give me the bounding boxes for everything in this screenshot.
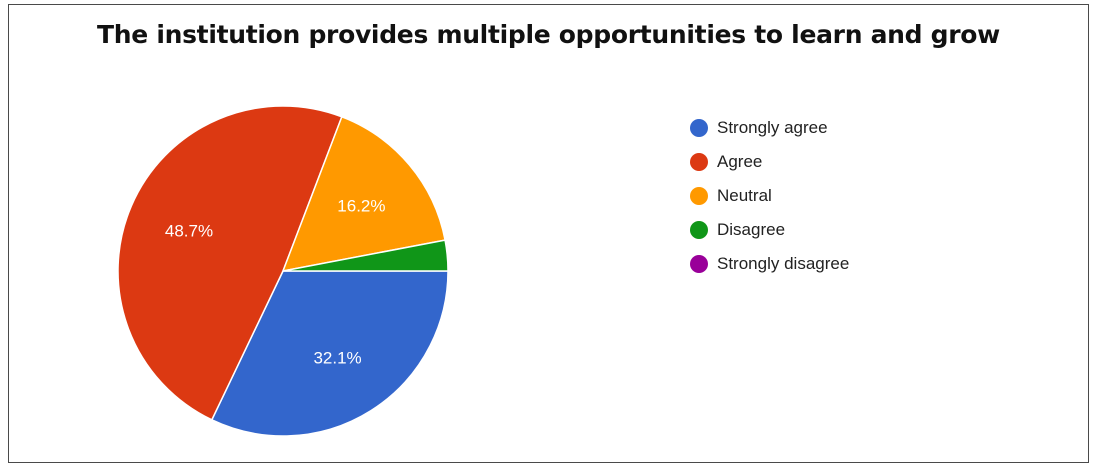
- legend-item-disagree: Disagree: [690, 213, 849, 247]
- legend-item-agree: Agree: [690, 145, 849, 179]
- legend-item-strongly-disagree: Strongly disagree: [690, 247, 849, 281]
- legend-item-strongly-agree: Strongly agree: [690, 111, 849, 145]
- pie-slice-label: 48.7%: [165, 222, 213, 241]
- chart-legend: Strongly agree Agree Neutral Disagree St…: [690, 111, 849, 281]
- legend-swatch: [690, 187, 708, 205]
- pie-slice-neutral: [281, 115, 446, 272]
- legend-swatch: [690, 221, 708, 239]
- pie-slice-strongly-agree: [210, 270, 449, 437]
- legend-label: Disagree: [717, 220, 786, 239]
- pie-slice-label: 32.1%: [313, 349, 361, 368]
- pie-slices: [117, 105, 449, 437]
- legend-swatch: [690, 255, 708, 273]
- legend-label: Strongly agree: [717, 118, 828, 137]
- chart-title: The institution provides multiple opport…: [97, 20, 1000, 49]
- legend-label: Agree: [717, 152, 763, 171]
- legend-label: Strongly disagree: [717, 254, 850, 273]
- pie-slice-agree: [117, 105, 343, 421]
- pie-slice-label: 16.2%: [337, 196, 385, 215]
- pie-slice-disagree: [282, 239, 449, 272]
- pie-slice-labels: 32.1% 48.7% 16.2%: [165, 196, 386, 367]
- legend-swatch: [690, 153, 708, 171]
- legend-label: Neutral: [717, 186, 772, 205]
- legend-swatch: [690, 119, 708, 137]
- legend-item-neutral: Neutral: [690, 179, 849, 213]
